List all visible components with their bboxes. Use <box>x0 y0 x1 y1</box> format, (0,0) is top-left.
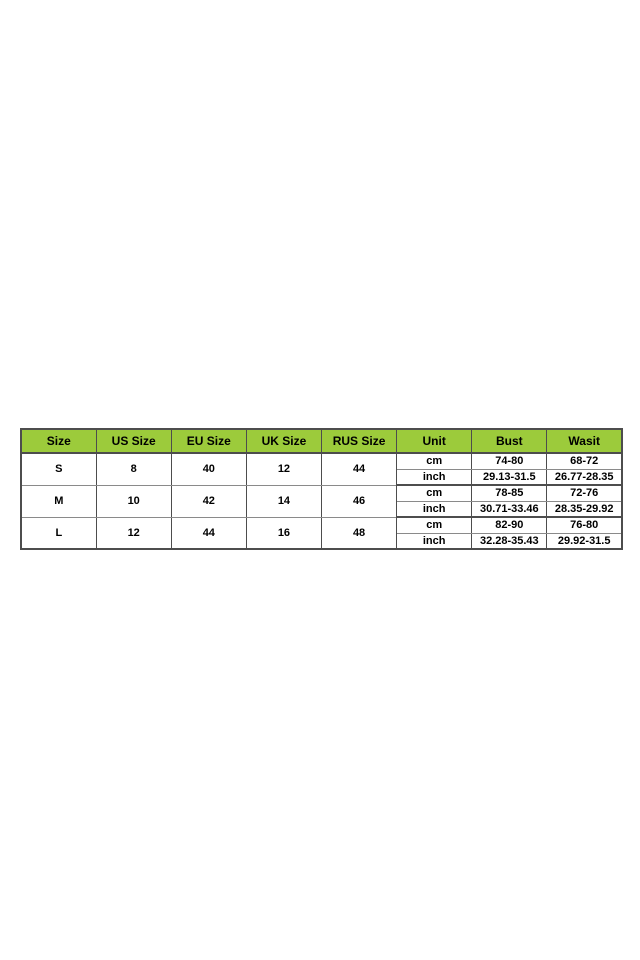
size-chart-table: Size US Size EU Size UK Size RUS Size Un… <box>20 428 623 550</box>
us-size-cell: 12 <box>95 516 172 550</box>
size-chart-header-row: Size US Size EU Size UK Size RUS Size Un… <box>20 428 623 454</box>
rus-size-cell: 46 <box>320 484 398 518</box>
header-us-size: US Size <box>95 428 172 454</box>
waist-cell: 68-72 <box>546 452 623 470</box>
header-uk-size: UK Size <box>245 428 323 454</box>
header-unit: Unit <box>396 428 473 454</box>
table-row: M 10 42 14 46 cm 78-85 72-76 <box>20 484 623 518</box>
header-waist: Wasit <box>546 428 623 454</box>
header-eu-size: EU Size <box>170 428 247 454</box>
unit-cell: cm <box>396 484 473 502</box>
size-cell: L <box>20 516 97 550</box>
table-row: S 8 40 12 44 cm 74-80 68-72 <box>20 452 623 486</box>
uk-size-cell: 12 <box>245 452 323 486</box>
bust-cell: 78-85 <box>471 484 548 502</box>
waist-cell: 29.92-31.5 <box>546 532 623 550</box>
table-row: L 12 44 16 48 cm 82-90 76-80 <box>20 516 623 550</box>
unit-cell: inch <box>396 500 473 518</box>
bust-cell: 29.13-31.5 <box>471 468 548 486</box>
uk-size-cell: 16 <box>245 516 323 550</box>
table-row: inch 32.28-35.43 29.92-31.5 <box>21 532 623 550</box>
waist-cell: 72-76 <box>546 484 623 502</box>
rus-size-cell: 44 <box>320 452 398 486</box>
size-cell: M <box>20 484 97 518</box>
table-row: inch 29.13-31.5 26.77-28.35 <box>21 468 623 486</box>
us-size-cell: 8 <box>95 452 172 486</box>
bust-cell: 32.28-35.43 <box>471 532 548 550</box>
header-size: Size <box>20 428 97 454</box>
waist-cell: 28.35-29.92 <box>546 500 623 518</box>
eu-size-cell: 42 <box>170 484 247 518</box>
bust-cell: 74-80 <box>471 452 548 470</box>
unit-cell: inch <box>396 532 473 550</box>
header-bust: Bust <box>471 428 548 454</box>
unit-cell: cm <box>396 516 473 534</box>
bust-cell: 82-90 <box>471 516 548 534</box>
eu-size-cell: 44 <box>170 516 247 550</box>
uk-size-cell: 14 <box>245 484 323 518</box>
waist-cell: 76-80 <box>546 516 623 534</box>
us-size-cell: 10 <box>95 484 172 518</box>
table-row: inch 30.71-33.46 28.35-29.92 <box>21 500 623 518</box>
size-cell: S <box>20 452 97 486</box>
waist-cell: 26.77-28.35 <box>546 468 623 486</box>
unit-cell: inch <box>396 468 473 486</box>
bust-cell: 30.71-33.46 <box>471 500 548 518</box>
eu-size-cell: 40 <box>170 452 247 486</box>
header-rus-size: RUS Size <box>320 428 398 454</box>
unit-cell: cm <box>396 452 473 470</box>
rus-size-cell: 48 <box>320 516 398 550</box>
